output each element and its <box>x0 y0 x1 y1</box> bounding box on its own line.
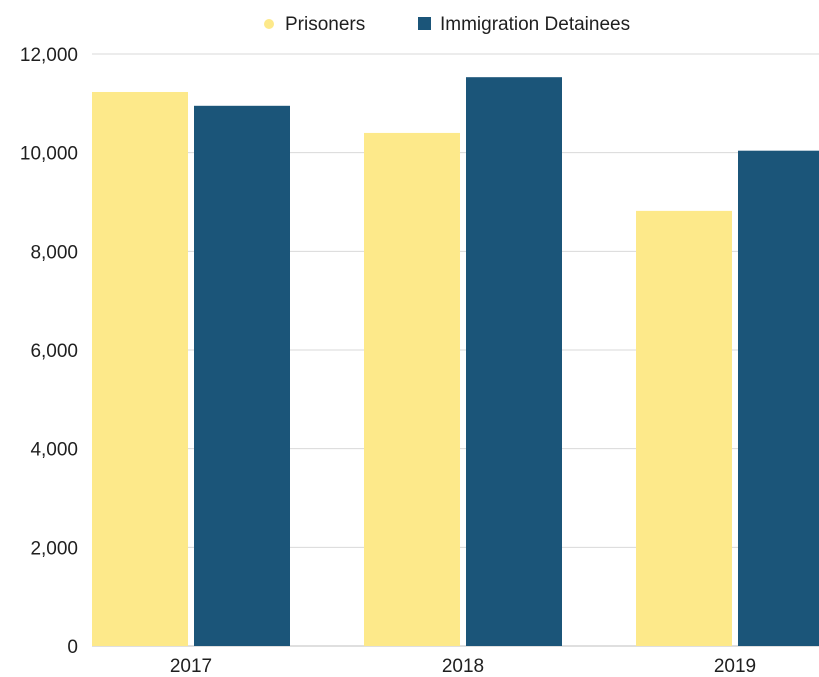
y-tick-label: 0 <box>67 637 78 658</box>
x-tick-label: 2018 <box>442 656 484 677</box>
y-tick-label: 8,000 <box>30 242 78 263</box>
bar-prisoners-2018 <box>364 132 460 646</box>
bar-immigration-detainees-2019 <box>738 150 819 646</box>
y-tick-label: 2,000 <box>30 538 78 559</box>
legend-label-immigration-detainees: Immigration Detainees <box>440 14 630 35</box>
x-tick-label: 2019 <box>714 656 756 677</box>
legend-item-prisoners: Prisoners <box>264 14 365 35</box>
y-tick-label: 6,000 <box>30 341 78 362</box>
y-axis-ticks: 0 2,000 4,000 6,000 8,000 10,000 12,000 <box>20 45 78 658</box>
y-tick-label: 12,000 <box>20 45 78 66</box>
bar-immigration-detainees-2017 <box>194 105 290 647</box>
bar-immigration-detainees-2018 <box>466 77 562 647</box>
legend-item-immigration-detainees: Immigration Detainees <box>418 14 630 35</box>
bars <box>92 77 819 647</box>
y-tick-label: 4,000 <box>30 440 78 461</box>
legend-marker-prisoners <box>264 19 274 29</box>
x-axis-ticks: 2017 2018 2019 <box>170 656 756 677</box>
bar-prisoners-2019 <box>636 210 732 646</box>
bar-prisoners-2017 <box>92 91 188 646</box>
x-tick-label: 2017 <box>170 656 212 677</box>
legend-label-prisoners: Prisoners <box>285 14 365 35</box>
y-tick-label: 10,000 <box>20 144 78 165</box>
legend: Prisoners Immigration Detainees <box>264 14 630 35</box>
legend-marker-immigration-detainees <box>418 17 431 30</box>
